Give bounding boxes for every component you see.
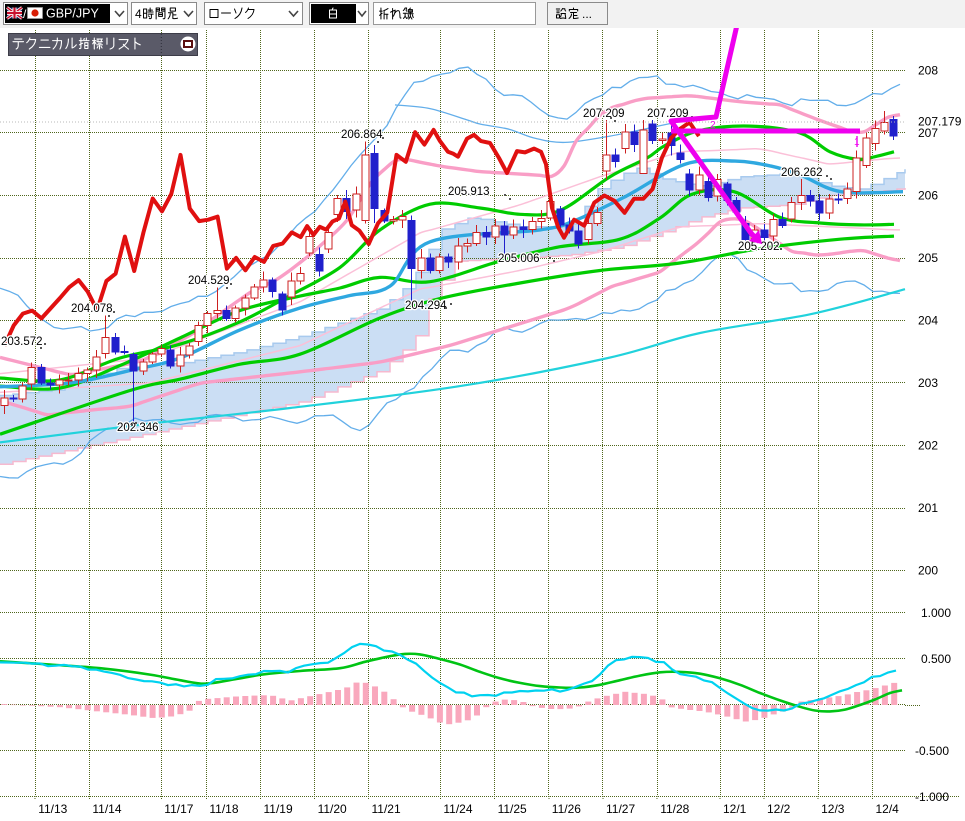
svg-text:11/20: 11/20 xyxy=(318,802,347,816)
svg-text:206: 206 xyxy=(918,188,938,202)
svg-text:11/13: 11/13 xyxy=(38,802,67,816)
svg-text:204.078: 204.078 xyxy=(71,303,113,315)
svg-text:11/18: 11/18 xyxy=(209,802,238,816)
svg-text:/: / xyxy=(23,7,27,21)
svg-text:2: 2 xyxy=(710,120,716,131)
svg-text:-0.500: -0.500 xyxy=(915,744,949,758)
svg-text:12/4: 12/4 xyxy=(876,802,900,816)
svg-text:11/19: 11/19 xyxy=(264,802,293,816)
svg-text:204.529: 204.529 xyxy=(188,275,230,287)
svg-text:12/2: 12/2 xyxy=(767,802,791,816)
svg-text:205.913: 205.913 xyxy=(448,186,490,198)
svg-text:11/14: 11/14 xyxy=(92,802,121,816)
svg-text:203: 203 xyxy=(918,376,938,390)
svg-text:1.000: 1.000 xyxy=(921,606,951,620)
svg-text:202: 202 xyxy=(918,438,938,452)
svg-text:207.209: 207.209 xyxy=(583,108,625,120)
svg-text:208: 208 xyxy=(918,63,938,77)
svg-text:207.179: 207.179 xyxy=(918,115,962,129)
svg-text:11/21: 11/21 xyxy=(372,802,401,816)
svg-text:11/26: 11/26 xyxy=(552,802,581,816)
svg-text:205.006: 205.006 xyxy=(498,253,540,265)
svg-text:...: ... xyxy=(582,7,592,21)
svg-text:12/1: 12/1 xyxy=(723,802,747,816)
svg-text:11/24: 11/24 xyxy=(443,802,472,816)
svg-text:4: 4 xyxy=(135,7,142,21)
svg-text:200: 200 xyxy=(918,563,938,577)
svg-text:206.864: 206.864 xyxy=(341,129,383,141)
svg-text:206.262: 206.262 xyxy=(781,167,823,179)
svg-text:12/3: 12/3 xyxy=(821,802,845,816)
svg-text:203.572: 203.572 xyxy=(1,336,43,348)
svg-text:-1.000: -1.000 xyxy=(915,790,949,804)
svg-text:11/28: 11/28 xyxy=(660,802,689,816)
svg-text:202.346: 202.346 xyxy=(117,422,159,434)
svg-text:207: 207 xyxy=(918,126,938,140)
svg-text:207.209: 207.209 xyxy=(647,108,689,120)
svg-text:0.500: 0.500 xyxy=(921,652,951,666)
svg-text:204: 204 xyxy=(918,313,938,327)
svg-text:11/17: 11/17 xyxy=(164,802,193,816)
svg-text:204.294: 204.294 xyxy=(405,300,447,312)
svg-text:201: 201 xyxy=(918,501,938,515)
svg-text:11/27: 11/27 xyxy=(606,802,635,816)
svg-text:GBP/JPY: GBP/JPY xyxy=(46,7,99,21)
svg-text:205: 205 xyxy=(918,251,938,265)
svg-text:11/25: 11/25 xyxy=(498,802,527,816)
svg-text:205.202: 205.202 xyxy=(738,241,780,253)
